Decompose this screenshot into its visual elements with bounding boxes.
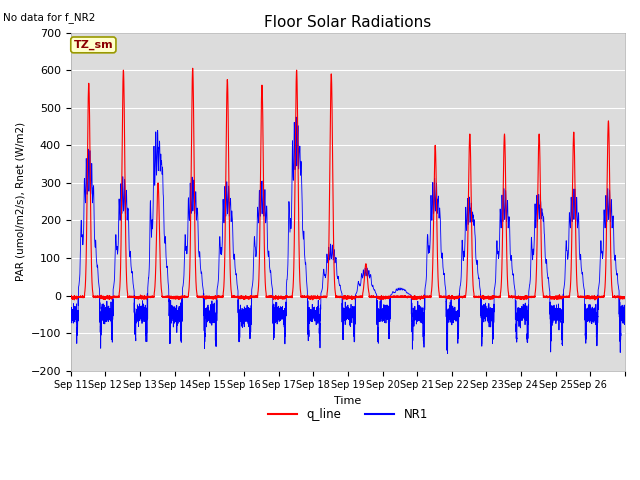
Text: TZ_sm: TZ_sm: [74, 40, 113, 50]
q_line: [189, 65, 196, 71]
Y-axis label: PAR (umol/m2/s), Rnet (W/m2): PAR (umol/m2/s), Rnet (W/m2): [15, 122, 25, 281]
NR1: [444, 351, 451, 357]
NR1: [292, 114, 300, 120]
q_line: [211, 295, 218, 300]
q_line: [621, 295, 629, 300]
NR1: [237, 316, 245, 322]
q_line: [483, 295, 491, 301]
q_line: [316, 295, 323, 301]
NR1: [67, 316, 75, 322]
Text: No data for f_NR2: No data for f_NR2: [3, 12, 95, 23]
X-axis label: Time: Time: [334, 396, 362, 406]
q_line: [591, 297, 599, 303]
NR1: [621, 308, 629, 313]
Legend: q_line, NR1: q_line, NR1: [263, 403, 433, 426]
NR1: [316, 314, 323, 320]
q_line: [550, 294, 558, 300]
Title: Floor Solar Radiations: Floor Solar Radiations: [264, 15, 431, 30]
Line: NR1: NR1: [71, 117, 625, 354]
q_line: [86, 169, 94, 175]
NR1: [211, 306, 218, 312]
Line: q_line: q_line: [71, 68, 625, 300]
NR1: [550, 313, 558, 319]
q_line: [67, 294, 75, 300]
NR1: [86, 162, 94, 168]
NR1: [483, 309, 491, 314]
q_line: [237, 293, 245, 299]
